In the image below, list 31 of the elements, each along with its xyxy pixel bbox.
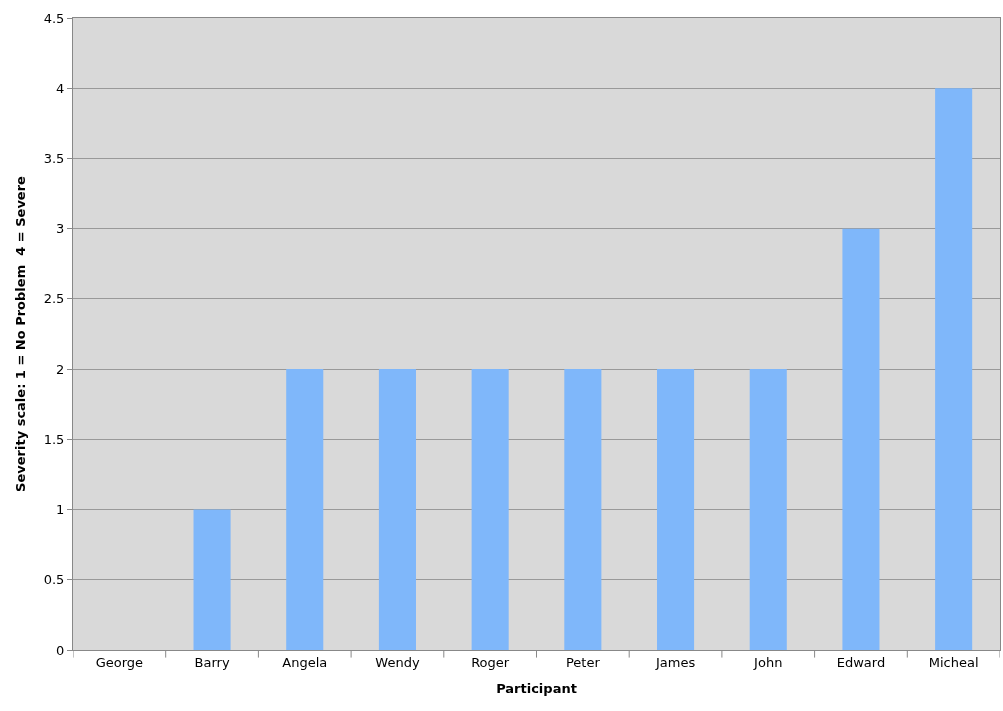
bar — [193, 509, 231, 650]
y-tick-label: 1.5 — [43, 431, 65, 447]
y-tick-label: 3.5 — [43, 150, 65, 166]
y-tick-label: 0 — [56, 642, 65, 658]
x-tick-label: George — [95, 654, 144, 670]
bar — [378, 369, 416, 650]
x-tick-label: Micheal — [928, 654, 979, 670]
x-tick-label: Edward — [836, 654, 886, 670]
y-tick-label: 2.5 — [43, 291, 65, 307]
y-tick-label: 4 — [56, 80, 65, 96]
y-tick-label: 0.5 — [43, 572, 65, 588]
x-axis-title: Participant — [496, 681, 577, 697]
y-tick-label: 3 — [56, 221, 65, 237]
bar — [935, 88, 973, 650]
bar — [564, 369, 602, 650]
x-tick-label: John — [753, 654, 783, 670]
x-tick-label: James — [654, 654, 696, 670]
bar — [749, 369, 787, 650]
x-tick-label: Peter — [565, 654, 601, 670]
y-tick-label: 2 — [56, 361, 65, 377]
bar — [286, 369, 324, 650]
x-tick-label: Roger — [471, 654, 510, 670]
bar — [842, 228, 880, 650]
y-tick-label: 4.5 — [43, 10, 65, 26]
x-tick-label: Barry — [194, 654, 230, 670]
bar — [657, 369, 695, 650]
y-tick-label: 1 — [56, 502, 65, 518]
x-tick-label: Angela — [282, 654, 328, 670]
x-tick-label: Wendy — [375, 654, 420, 670]
y-axis-title: Severity scale: 1 = No Problem 4 = Severe — [12, 175, 28, 492]
bar — [471, 369, 509, 650]
